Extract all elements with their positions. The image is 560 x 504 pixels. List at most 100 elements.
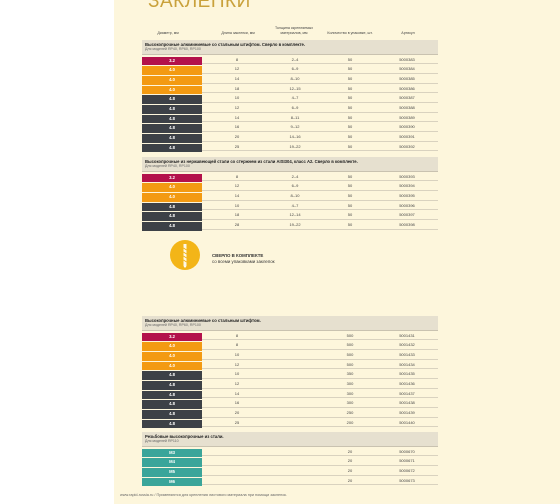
quantity-cell: 20 [347,477,353,483]
length-cell: 12 [234,380,240,386]
article-cell: 5001431 [399,332,415,338]
quantity-cell: 50 [347,183,353,189]
table-row: 3.2 8 500 5001431 [142,331,438,342]
section-4: Резьбовые высокопрочные из стали. Для мо… [142,432,438,487]
diameter-swatch: 4.8 [142,114,202,124]
article-cell: 5001439 [399,410,415,415]
quantity-cell: 50 [347,221,353,227]
diameter-swatch: 3.2 [142,173,202,183]
length-cell: 12 [234,66,240,72]
article-cell: 5001440 [399,419,415,425]
thickness-cell: 6–9 [291,104,299,110]
quantity-cell: 50 [347,192,353,198]
section-1: Высокопрочные алюминиевые со стальным шт… [142,40,438,153]
thickness-cell: 12–15 [289,85,301,91]
quantity-cell: 50 [347,104,353,110]
length-cell: 14 [234,390,240,396]
article-cell: 5000390 [399,124,415,130]
article-cell: 5000395 [399,192,415,198]
article-cell: 5000394 [399,183,415,189]
header-length: Длина заклепки, мм [221,31,255,35]
section-2: Высокопрочные из нержавеющей стали со ст… [142,157,438,231]
table-row: 4.0 12 500 5001434 [142,360,438,371]
diameter-swatch: 4.0 [142,85,202,95]
article-cell: 5001435 [399,371,415,377]
table-row: 4.8 10 4–7 50 5000396 [142,201,438,212]
article-cell: 5001434 [399,361,415,367]
section-header: Резьбовые высокопрочные из стали. Для мо… [142,432,438,447]
diameter-swatch: 4.8 [142,212,202,221]
section-title: Высокопрочные алюминиевые со стальным шт… [145,318,261,323]
diameter-swatch: 4.0 [142,351,202,361]
footer-text: www.rapid-russia.ru / Применяются для кр… [120,493,288,497]
section-title: Резьбовые высокопрочные из стали. [145,434,224,439]
diameter-swatch: M6 [142,477,202,487]
length-cell: 12 [234,104,240,110]
table-row: M5 20 5000672 [142,466,438,477]
quantity-cell: 50 [347,75,353,81]
table-row: 4.8 12 300 5001436 [142,379,438,390]
quantity-cell: 300 [346,390,354,396]
thickness-cell: 8–10 [290,75,300,81]
article-cell: 5000385 [399,75,415,81]
article-cell: 5000393 [399,173,415,179]
quantity-cell: 50 [347,173,353,179]
quantity-cell: 300 [346,380,354,386]
article-cell: 5000671 [399,458,415,464]
thickness-cell: 12–14 [289,212,301,218]
quantity-cell: 50 [347,66,353,72]
table-row: 4.8 16 9–12 50 5000390 [142,122,438,133]
length-cell: 20 [234,134,240,139]
length-cell: 10 [234,371,240,377]
quantity-cell: 200 [346,419,354,425]
quantity-cell: 20 [347,448,353,454]
quantity-cell: 50 [347,114,353,120]
diameter-swatch: 4.8 [142,419,202,429]
article-cell: 5000673 [399,477,415,483]
quantity-cell: 50 [347,143,353,149]
badge-line-2: со всеми упаковками заклепок [212,258,275,264]
quantity-cell: 50 [347,212,353,218]
diameter-swatch: 4.8 [142,221,202,231]
quantity-cell: 50 [347,85,353,91]
article-cell: 5000672 [399,467,415,473]
length-cell: 10 [234,351,240,357]
diameter-swatch: 4.8 [142,134,202,143]
length-cell: 16 [234,124,240,130]
article-cell: 5001432 [399,342,415,348]
table-row: 4.8 12 6–9 50 5000388 [142,103,438,114]
diameter-swatch: 4.8 [142,371,202,380]
diameter-swatch: 4.0 [142,75,202,85]
section-title: Высокопрочные из нержавеющей стали со ст… [145,159,358,164]
section-subtitle: Для моделей RP40, RP100 [145,164,190,168]
table-row: 4.8 10 4–7 50 5000387 [142,93,438,104]
length-cell: 8 [235,56,239,62]
badge-text: СВЕРЛО В КОМПЛЕКТЕ со всеми упаковками з… [212,253,275,264]
page-title: ЗАКЛЕПКИ [148,0,251,12]
table-row: M6 20 5000673 [142,476,438,487]
thickness-cell: 6–9 [291,66,299,72]
diameter-swatch: 4.8 [142,410,202,419]
article-cell: 5001438 [399,400,415,406]
length-cell: 18 [234,85,240,91]
diameter-swatch: 4.0 [142,342,202,351]
article-cell: 5000670 [399,448,415,454]
table-row: 4.8 10 350 5001435 [142,369,438,380]
diameter-swatch: M5 [142,467,202,477]
article-cell: 5000387 [399,95,415,101]
header-diameter: Диаметр, мм [157,31,179,35]
diameter-swatch: 4.8 [142,104,202,114]
length-cell: 28 [234,221,240,227]
length-cell: 10 [234,202,240,208]
table-row: 4.8 25 200 5001440 [142,418,438,429]
drill-bit-icon [170,240,200,270]
length-cell: 18 [234,212,240,218]
quantity-cell: 20 [347,467,353,473]
article-cell: 5000397 [399,212,415,218]
table-row: 4.8 20 250 5001439 [142,408,438,419]
table-row: 4.0 18 12–15 50 5000386 [142,84,438,95]
section-subtitle: Для моделей RP40, RP60, RP100 [145,47,201,51]
diameter-swatch: 3.2 [142,332,202,342]
length-cell: 10 [234,95,240,101]
diameter-swatch: 3.2 [142,56,202,66]
